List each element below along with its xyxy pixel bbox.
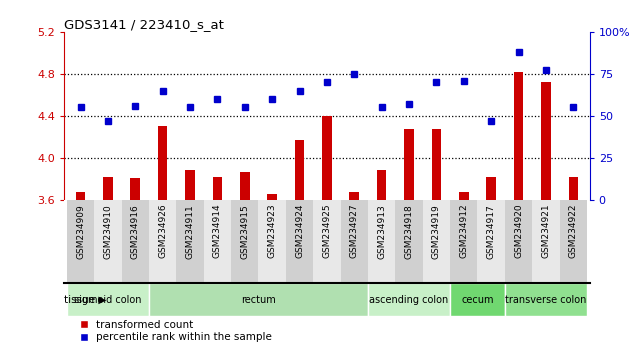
- Bar: [76, 192, 85, 200]
- Text: GSM234919: GSM234919: [432, 204, 441, 258]
- Text: GSM234920: GSM234920: [514, 204, 523, 258]
- Text: cecum: cecum: [462, 295, 494, 305]
- Text: GSM234910: GSM234910: [103, 204, 112, 258]
- Text: tissue ▶: tissue ▶: [63, 295, 106, 305]
- Text: GSM234924: GSM234924: [295, 204, 304, 258]
- Text: GSM234909: GSM234909: [76, 204, 85, 258]
- Text: GSM234922: GSM234922: [569, 204, 578, 258]
- Bar: [368, 284, 450, 316]
- Bar: [103, 177, 113, 200]
- Text: GDS3141 / 223410_s_at: GDS3141 / 223410_s_at: [64, 18, 224, 31]
- Bar: [450, 284, 505, 316]
- Text: GSM234913: GSM234913: [377, 204, 386, 258]
- Bar: [213, 177, 222, 200]
- Text: GSM234918: GSM234918: [404, 204, 413, 258]
- Text: GSM234925: GSM234925: [322, 204, 331, 258]
- Bar: [122, 200, 149, 284]
- Text: GSM234912: GSM234912: [460, 204, 469, 258]
- Bar: [505, 200, 532, 284]
- Text: GSM234916: GSM234916: [131, 204, 140, 258]
- Bar: [94, 200, 122, 284]
- Bar: [450, 200, 478, 284]
- Bar: [560, 200, 587, 284]
- Bar: [176, 200, 204, 284]
- Bar: [322, 116, 331, 200]
- Bar: [541, 82, 551, 200]
- Bar: [505, 284, 587, 316]
- Bar: [67, 200, 94, 284]
- Legend: transformed count, percentile rank within the sample: transformed count, percentile rank withi…: [80, 320, 272, 342]
- Bar: [349, 192, 359, 200]
- Bar: [286, 200, 313, 284]
- Bar: [240, 172, 249, 200]
- Text: GSM234914: GSM234914: [213, 204, 222, 258]
- Bar: [313, 200, 340, 284]
- Bar: [149, 200, 176, 284]
- Bar: [131, 178, 140, 200]
- Bar: [532, 200, 560, 284]
- Text: transverse colon: transverse colon: [505, 295, 587, 305]
- Bar: [185, 170, 195, 200]
- Bar: [478, 200, 505, 284]
- Text: GSM234915: GSM234915: [240, 204, 249, 258]
- Bar: [395, 200, 422, 284]
- Bar: [431, 129, 441, 200]
- Bar: [377, 170, 387, 200]
- Bar: [258, 200, 286, 284]
- Text: ascending colon: ascending colon: [369, 295, 449, 305]
- Text: sigmoid colon: sigmoid colon: [74, 295, 142, 305]
- Text: GSM234911: GSM234911: [185, 204, 194, 258]
- Bar: [368, 200, 395, 284]
- Bar: [459, 192, 469, 200]
- Bar: [158, 126, 167, 200]
- Bar: [422, 200, 450, 284]
- Bar: [513, 72, 523, 200]
- Bar: [149, 284, 368, 316]
- Text: GSM234923: GSM234923: [268, 204, 277, 258]
- Text: GSM234927: GSM234927: [350, 204, 359, 258]
- Bar: [487, 177, 496, 200]
- Bar: [267, 194, 277, 200]
- Text: GSM234917: GSM234917: [487, 204, 495, 258]
- Bar: [231, 200, 258, 284]
- Bar: [340, 200, 368, 284]
- Bar: [404, 129, 414, 200]
- Text: GSM234921: GSM234921: [542, 204, 551, 258]
- Text: GSM234926: GSM234926: [158, 204, 167, 258]
- Bar: [569, 177, 578, 200]
- Text: rectum: rectum: [241, 295, 276, 305]
- Bar: [204, 200, 231, 284]
- Bar: [295, 140, 304, 200]
- Bar: [67, 284, 149, 316]
